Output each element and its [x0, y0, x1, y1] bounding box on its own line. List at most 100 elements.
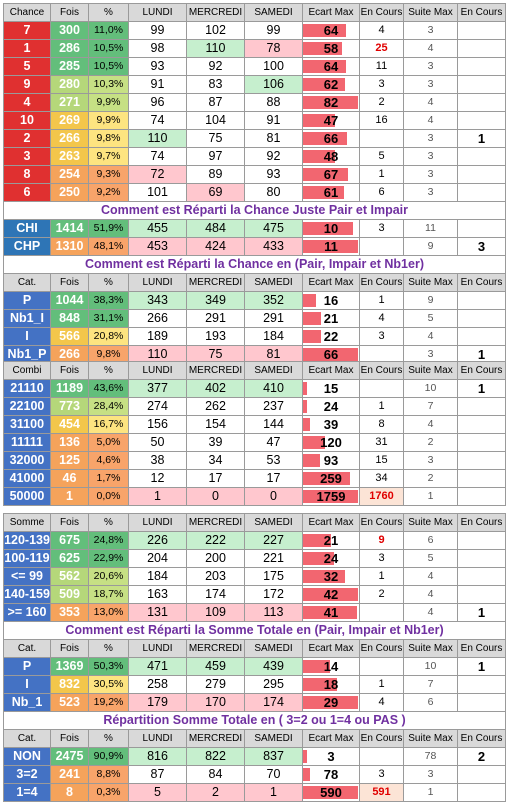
ecart-bar	[303, 168, 348, 181]
ecart-bar	[303, 570, 345, 583]
header-col-mercredi: MERCREDI	[186, 361, 245, 380]
ecart-max-cell: 61	[302, 183, 360, 202]
day-cell-sam: 92	[244, 147, 303, 166]
fois-cell: 266	[50, 129, 89, 148]
pct-cell: 20,8%	[88, 327, 129, 346]
day-cell-lun: 87	[128, 765, 187, 784]
day-cell-sam: 53	[244, 451, 303, 470]
ecart-bar	[303, 768, 310, 781]
ecart-bar	[303, 312, 321, 325]
pct-cell: 20,6%	[88, 567, 129, 586]
en-cours-cell: 31	[359, 433, 404, 452]
day-cell-mer: 34	[186, 451, 245, 470]
day-cell-sam: 475	[244, 219, 303, 238]
suite-max-cell: 10	[403, 657, 458, 676]
ecart-value: 67	[323, 167, 339, 182]
row-label: Nb1_I	[3, 309, 51, 328]
ecart-bar	[303, 114, 335, 127]
ecart-value: 61	[323, 185, 339, 200]
ecart-bar	[303, 418, 310, 431]
day-cell-mer: 222	[186, 531, 245, 550]
day-cell-sam: 352	[244, 291, 303, 310]
row-label: 120-139	[3, 531, 51, 550]
ecart-bar	[303, 150, 335, 163]
fois-cell: 848	[50, 309, 89, 328]
day-cell-mer: 402	[186, 379, 245, 398]
ecart-max-cell: 18	[302, 675, 360, 694]
day-cell-lun: 453	[128, 237, 187, 256]
pct-cell: 24,8%	[88, 531, 129, 550]
fois-cell: 1310	[50, 237, 89, 256]
ecart-bar	[303, 222, 353, 235]
header-col-samedi: SAMEDI	[244, 3, 303, 22]
en-cours-2-cell	[457, 21, 506, 40]
suite-max-cell: 5	[403, 549, 458, 568]
ecart-max-cell: 32	[302, 567, 360, 586]
ecart-value: 82	[323, 95, 339, 110]
day-cell-sam: 100	[244, 57, 303, 76]
day-cell-mer: 154	[186, 415, 245, 434]
day-cell-sam: 295	[244, 675, 303, 694]
day-cell-sam: 439	[244, 657, 303, 676]
header-col-lundi: LUNDI	[128, 513, 187, 532]
ecart-bar	[303, 534, 331, 547]
header-col-en-cours-2: En Cours	[457, 3, 506, 22]
day-cell-lun: 98	[128, 39, 187, 58]
ecart-bar	[303, 436, 325, 449]
en-cours-cell: 1	[359, 165, 404, 184]
header-col-samedi: SAMEDI	[244, 513, 303, 532]
day-cell-sam: 221	[244, 549, 303, 568]
header-col-lundi: LUNDI	[128, 729, 187, 748]
day-cell-sam: 47	[244, 433, 303, 452]
pct-cell: 8,8%	[88, 765, 129, 784]
ecart-value: 3	[327, 749, 335, 764]
ecart-bar	[303, 400, 307, 413]
day-cell-sam: 410	[244, 379, 303, 398]
pct-cell: 10,3%	[88, 75, 129, 94]
ecart-max-cell: 47	[302, 111, 360, 130]
ecart-value: 62	[323, 77, 339, 92]
somme-table: Somme Fois% LUNDI MERCREDI SAMEDI Ecart Max En…	[3, 513, 506, 802]
header-col-samedi: SAMEDI	[244, 729, 303, 748]
en-cours-2-cell	[457, 783, 506, 802]
en-cours-cell: 1	[359, 567, 404, 586]
header-col-suite-max: Suite Max	[403, 513, 458, 532]
day-cell-lun: 816	[128, 747, 187, 766]
en-cours-2-cell	[457, 57, 506, 76]
day-cell-lun: 99	[128, 21, 187, 40]
header-col-en-cours: En Cours	[359, 3, 404, 22]
ecart-max-cell: 48	[302, 147, 360, 166]
day-cell-sam: 81	[244, 129, 303, 148]
header-col-ecart-max: Ecart Max	[302, 729, 360, 748]
day-cell-sam: 144	[244, 415, 303, 434]
row-label: 3	[3, 147, 51, 166]
ecart-value: 32	[323, 569, 339, 584]
fois-cell: 509	[50, 585, 89, 604]
pct-cell: 0,0%	[88, 487, 129, 506]
header-col-en-cours: En Cours	[359, 361, 404, 380]
fois-cell: 125	[50, 451, 89, 470]
day-cell-mer: 110	[186, 39, 245, 58]
fois-cell: 254	[50, 165, 89, 184]
ecart-max-cell: 10	[302, 219, 360, 238]
en-cours-cell: 15	[359, 451, 404, 470]
day-cell-lun: 93	[128, 57, 187, 76]
ecart-max-cell: 24	[302, 397, 360, 416]
day-cell-mer: 17	[186, 469, 245, 488]
day-cell-lun: 184	[128, 567, 187, 586]
en-cours-2-cell	[457, 451, 506, 470]
ecart-bar	[303, 42, 342, 55]
header-col-label: Cat.	[3, 273, 51, 292]
day-cell-sam: 184	[244, 327, 303, 346]
pct-cell: 22,9%	[88, 549, 129, 568]
day-cell-mer: 349	[186, 291, 245, 310]
row-label: 22100	[3, 397, 51, 416]
en-cours-2-cell	[457, 433, 506, 452]
day-cell-mer: 2	[186, 783, 245, 802]
day-cell-mer: 291	[186, 309, 245, 328]
en-cours-cell: 1760	[359, 487, 404, 506]
fois-cell: 1414	[50, 219, 89, 238]
header-col-mercredi: MERCREDI	[186, 3, 245, 22]
day-cell-lun: 377	[128, 379, 187, 398]
ecart-max-cell: 66	[302, 129, 360, 148]
